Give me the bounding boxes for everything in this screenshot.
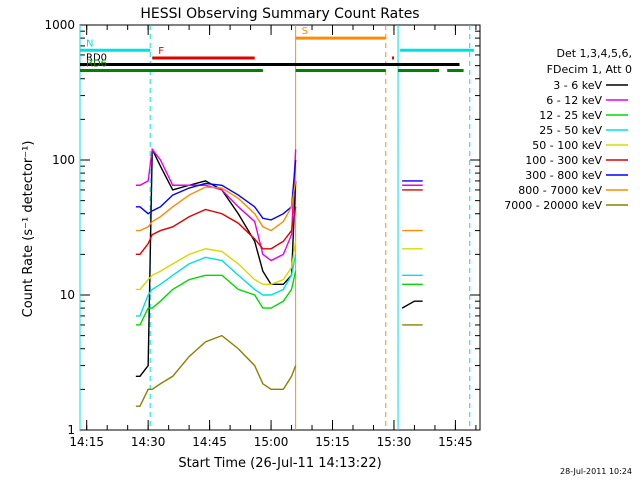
x-tick-label: 14:45 bbox=[192, 435, 227, 449]
series-line bbox=[135, 180, 297, 232]
series-line bbox=[135, 254, 297, 317]
y-tick-label: 10 bbox=[60, 288, 75, 302]
plot-area: 1 10 100 1000 14:15 14:30 14:45 15:00 15:15 15:30… bbox=[44, 18, 481, 449]
x-tick-label: 14:15 bbox=[69, 435, 104, 449]
legend-entry-label: 7000 - 20000 keV bbox=[504, 199, 602, 212]
series-line bbox=[135, 271, 297, 326]
series-line bbox=[135, 241, 297, 291]
y-tick-label: 1 bbox=[67, 423, 75, 437]
x-tick-label: 15:15 bbox=[315, 435, 350, 449]
legend-entry-label: 50 - 100 keV bbox=[532, 139, 602, 152]
flag-bar-label: RD6 bbox=[86, 59, 107, 70]
series-line bbox=[401, 300, 423, 309]
legend-header: Det 1,3,4,5,6, bbox=[556, 47, 632, 60]
y-tick-label: 100 bbox=[52, 153, 75, 167]
chart-title: HESSI Observing Summary Count Rates bbox=[140, 6, 419, 22]
legend-entry-label: 12 - 25 keV bbox=[539, 109, 602, 122]
x-tick-label: 14:30 bbox=[131, 435, 166, 449]
plot-frame bbox=[79, 24, 481, 431]
timestamp: 28-Jul-2011 10:24 bbox=[560, 467, 632, 476]
legend-entry-label: 6 - 12 keV bbox=[546, 94, 602, 107]
flag-bar-label: RD0 bbox=[86, 52, 107, 63]
legend-header: FDecim 1, Att 0 bbox=[547, 63, 632, 76]
legend-entry-label: 300 - 800 keV bbox=[525, 169, 602, 182]
x-tick-label: 15:00 bbox=[254, 435, 289, 449]
legend-entry-label: 100 - 300 keV bbox=[525, 154, 602, 167]
series-line bbox=[135, 334, 297, 407]
x-axis-label: Start Time (26-Jul-11 14:13:22) bbox=[178, 456, 381, 471]
flag-bar-label: F bbox=[158, 46, 164, 57]
legend: Det 1,3,4,5,6, FDecim 1, Att 0 3 - 6 keV 6 … bbox=[504, 47, 632, 212]
x-tick-label: 15:30 bbox=[377, 435, 412, 449]
series-line bbox=[135, 159, 297, 221]
legend-entry-label: 800 - 7000 keV bbox=[518, 184, 602, 197]
legend-entry-label: 25 - 50 keV bbox=[539, 124, 602, 137]
y-tick-label: 1000 bbox=[44, 18, 75, 32]
series-line bbox=[135, 206, 297, 256]
x-tick-label: 15:45 bbox=[438, 435, 473, 449]
legend-entry-label: 3 - 6 keV bbox=[553, 79, 602, 92]
flag-bar-label: N bbox=[86, 38, 93, 49]
y-axis-label: Count Rate (s⁻¹ detector⁻¹) bbox=[21, 141, 36, 318]
flag-bar-label: S bbox=[302, 26, 308, 37]
series-line bbox=[135, 149, 297, 377]
